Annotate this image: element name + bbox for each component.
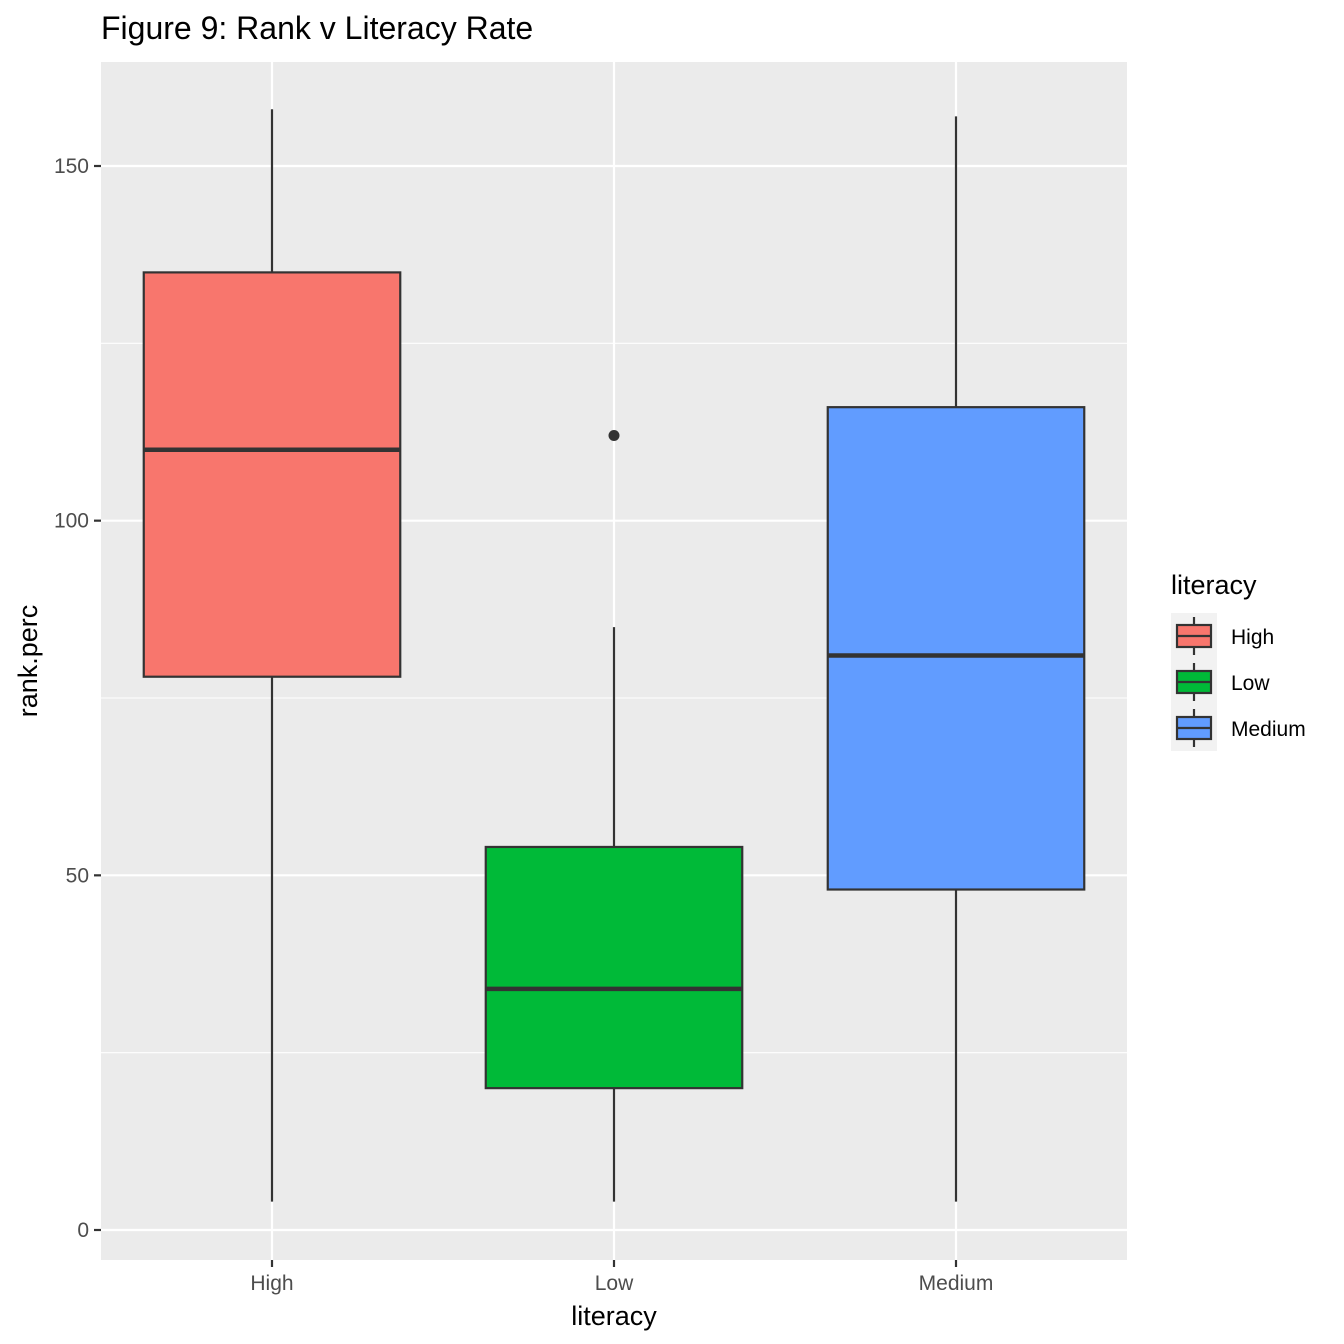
y-tick-label: 0 — [77, 1219, 89, 1242]
legend-title: literacy — [1171, 570, 1257, 600]
legend-item-medium: Medium — [1171, 705, 1306, 751]
y-tick-label: 50 — [66, 864, 89, 887]
x-tick-label: Low — [595, 1272, 634, 1295]
legend-item-high: High — [1171, 613, 1274, 659]
legend: literacy High Low Medium — [1171, 570, 1306, 751]
y-tick-label: 150 — [54, 155, 89, 178]
outlier-point — [608, 430, 620, 442]
box-high — [142, 109, 402, 1202]
legend-item-low: Low — [1171, 659, 1270, 705]
x-tick-label: High — [250, 1272, 293, 1295]
box-low — [484, 430, 744, 1202]
boxes-layer — [142, 109, 1086, 1202]
iqr-box — [484, 845, 744, 1090]
x-tick-label: Medium — [919, 1272, 994, 1295]
chart-title: Figure 9: Rank v Literacy Rate — [101, 10, 533, 46]
y-axis: 0 50 100 150 — [54, 155, 101, 1242]
x-axis: High Low Medium — [250, 1260, 993, 1295]
legend-label: High — [1231, 626, 1274, 649]
box-medium — [826, 116, 1086, 1202]
legend-label: Low — [1231, 672, 1270, 695]
x-axis-title: literacy — [571, 1301, 657, 1331]
legend-label: Medium — [1231, 718, 1306, 741]
iqr-box — [142, 271, 402, 678]
y-axis-title: rank.perc — [13, 605, 43, 718]
y-tick-label: 100 — [54, 510, 89, 533]
iqr-box — [826, 406, 1086, 891]
